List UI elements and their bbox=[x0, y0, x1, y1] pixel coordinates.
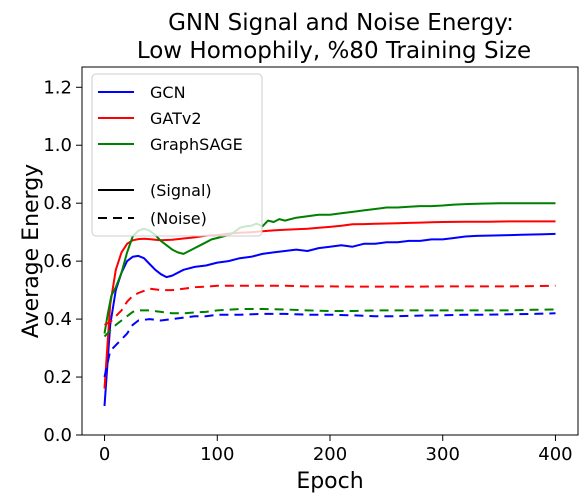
legend-label: (Noise) bbox=[150, 209, 207, 228]
y-tick-label: 0.8 bbox=[43, 193, 72, 214]
chart-title-line-2: Low Homophily, %80 Training Size bbox=[137, 38, 531, 64]
series-line-gatv2-noise bbox=[104, 284, 556, 326]
chart-title-line-1: GNN Signal and Noise Energy: bbox=[168, 10, 514, 36]
legend-label: GCN bbox=[150, 83, 186, 102]
y-tick-label: 1.2 bbox=[43, 77, 72, 98]
x-tick-label: 0 bbox=[99, 444, 110, 465]
y-tick-label: 0.2 bbox=[43, 367, 72, 388]
x-tick-label: 400 bbox=[538, 444, 572, 465]
x-tick-label: 200 bbox=[313, 444, 347, 465]
series-line-graphsage-noise bbox=[103, 308, 556, 338]
legend-box bbox=[91, 73, 263, 237]
y-tick-label: 0.6 bbox=[43, 251, 72, 272]
legend-label: GraphSAGE bbox=[150, 135, 243, 154]
x-tick-label: 100 bbox=[200, 444, 234, 465]
axis-ticks: 0 100 200 300 400 0.0 0.2 0.4 0.6 0.8 1.0 1.2 bbox=[43, 77, 572, 465]
legend-label: (Signal) bbox=[150, 181, 212, 200]
legend-label: GATv2 bbox=[150, 109, 202, 128]
x-axis-label: Epoch bbox=[296, 469, 363, 494]
y-tick-label: 1.0 bbox=[43, 135, 72, 156]
legend: GCN GATv2 GraphSAGE (Signal) (Noise) bbox=[91, 73, 263, 237]
y-tick-label: 0.0 bbox=[43, 425, 72, 446]
y-tick-label: 0.4 bbox=[43, 309, 72, 330]
x-tick-label: 300 bbox=[426, 444, 460, 465]
series-line-gcn-noise bbox=[103, 312, 556, 378]
y-axis-label: Average Energy bbox=[19, 164, 44, 338]
series-line-gcn-signal bbox=[103, 232, 556, 407]
series-line-gatv2-signal bbox=[103, 220, 556, 389]
